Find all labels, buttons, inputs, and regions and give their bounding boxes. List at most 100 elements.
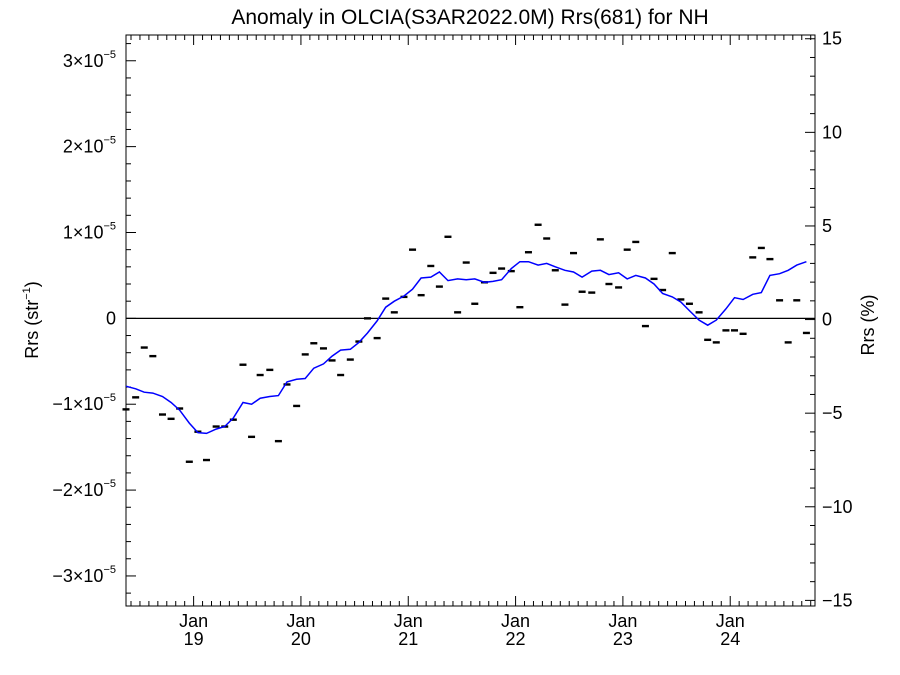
anomaly-marker [793,299,801,302]
anomaly-marker [543,237,551,240]
anomaly-marker [185,460,193,463]
anomaly-marker [427,264,435,268]
anomaly-marker [784,341,792,344]
anomaly-marker [266,368,274,372]
anomaly-marker [534,223,542,226]
chart-title: Anomaly in OLCIA(S3AR2022.0M) Rrs(681) f… [231,6,708,29]
x-tick-month-label: Jan [501,611,530,631]
left-y-tick-label: −2×10−5 [52,478,116,500]
plot-frame [125,34,816,607]
running-mean-line [125,260,807,435]
anomaly-marker [346,358,354,361]
anomaly-marker [149,354,157,358]
anomaly-marker [229,418,237,421]
anomaly-marker [659,288,667,292]
anomaly-marker [685,302,693,305]
right-y-tick-label: 5 [822,216,832,236]
anomaly-marker [202,458,210,462]
anomaly-marker [596,238,604,241]
anomaly-marker [319,347,327,350]
anomaly-marker [722,329,730,332]
right-y-tick-label: 10 [822,122,842,142]
left-y-tick-mantissa: −2×10 [52,480,103,500]
left-y-tick-label: −3×10−5 [52,564,116,586]
anomaly-marker [605,282,613,286]
anomaly-marker [310,342,318,345]
anomaly-marker [409,248,417,251]
anomaly-marker [328,359,336,362]
left-y-tick-exponent: −5 [103,392,116,404]
x-tick-month-label: Jan [179,611,208,631]
anomaly-marker [256,373,264,377]
anomaly-marker [444,235,452,238]
left-y-tick-label: 0 [106,308,116,328]
left-y-tick-mantissa: 3×10 [63,51,104,71]
anomaly-marker [293,404,301,408]
left-y-tick-mantissa: 2×10 [63,137,104,157]
x-tick-year-label: 21 [398,629,418,649]
right-y-axis-label: Rrs (%) [858,295,878,356]
x-tick-month-label: Jan [608,611,637,631]
anomaly-marker [551,269,559,272]
left-y-tick-label: 3×10−5 [63,49,116,71]
right-y-tick-label: 0 [822,310,832,330]
monthly-anomaly-markers [122,223,810,463]
x-tick-month-label: Jan [394,611,423,631]
anomaly-marker [766,257,774,261]
left-y-tick-label: −1×10−5 [52,392,116,414]
x-tick-month-label: Jan [286,611,315,631]
anomaly-marker [498,267,506,270]
anomaly-marker [158,413,166,416]
right-y-tick-labels: 15 10 5 0 −5 −10 −15 [822,29,853,611]
left-y-tick-exponent: −5 [103,220,116,232]
left-y-axis-label-exponent: −1 [21,287,33,300]
anomaly-marker [239,363,247,366]
anomaly-marker [390,311,398,314]
anomaly-marker [570,251,578,255]
left-y-tick-mantissa: 1×10 [63,222,104,242]
left-y-tick-exponent: −5 [103,49,116,61]
anomaly-marker [417,293,425,297]
anomaly-marker [739,332,747,336]
axis-ticks [126,35,815,606]
anomaly-marker [516,305,524,309]
anomaly-marker [283,383,291,386]
anomaly-marker [471,302,479,305]
anomaly-marker [122,408,130,411]
anomaly-marker [248,435,256,439]
anomaly-marker [167,417,175,421]
left-y-axis-label-base: Rrs (str [22,300,42,359]
right-y-tick-label: 15 [822,29,842,49]
left-y-tick-mantissa: −1×10 [52,394,103,414]
anomaly-marker [132,396,140,399]
left-y-axis-label-close: ) [22,281,42,287]
anomaly-marker [140,346,148,349]
x-tick-year-label: 19 [184,629,204,649]
x-tick-year-label: 22 [506,629,526,649]
anomaly-marker [704,338,712,342]
right-y-tick-label: −15 [822,590,853,610]
anomaly-marker [632,240,640,244]
anomaly-marker [588,291,596,294]
anomaly-marker [454,311,462,314]
anomaly-marker [382,297,390,300]
left-y-tick-label: 1×10−5 [63,220,116,242]
anomaly-marker [650,277,658,281]
left-y-tick-exponent: −5 [103,135,116,147]
anomaly-marker [524,251,532,254]
left-y-tick-exponent: −5 [103,478,116,490]
anomaly-marker [749,256,757,259]
anomaly-marker [695,311,703,314]
right-y-tick-label: −10 [822,497,853,517]
anomaly-marker [668,251,676,255]
anomaly-marker [337,373,345,377]
anomaly-marker [489,271,497,275]
anomaly-marker [757,246,765,250]
anomaly-marker [507,269,515,273]
anomaly-marker [176,407,184,410]
x-tick-month-label: Jan [716,611,745,631]
anomaly-marker [435,285,443,288]
right-y-tick-label: −5 [822,403,843,423]
